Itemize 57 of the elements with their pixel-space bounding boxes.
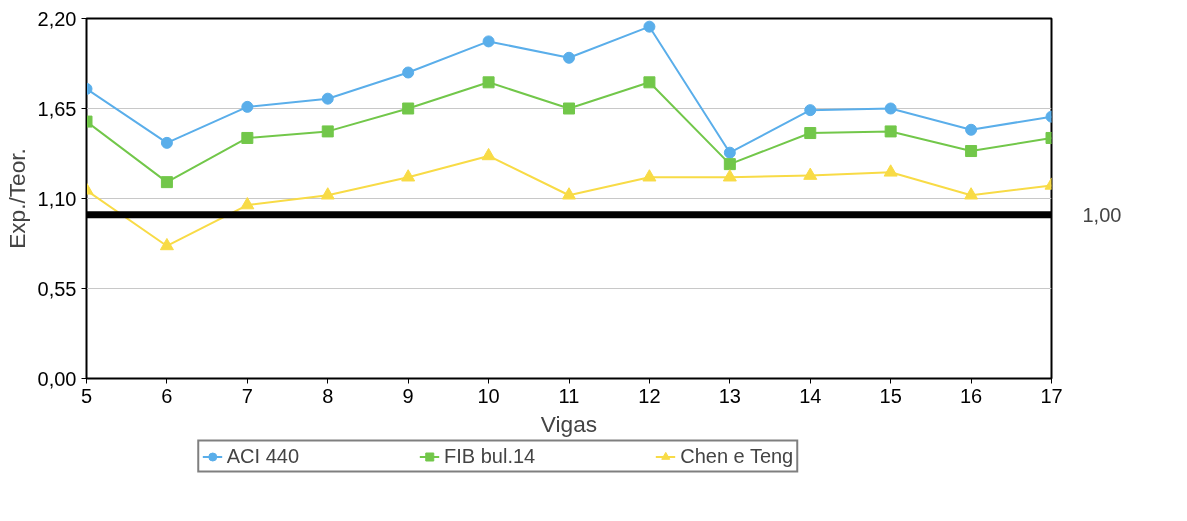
legend-label: FIB bul.14: [444, 444, 536, 468]
point: [562, 187, 576, 200]
y-tick-label: 1,65: [37, 97, 77, 120]
point: [321, 92, 334, 105]
point: [884, 125, 897, 138]
point: [642, 169, 657, 182]
point: [482, 35, 495, 48]
point: [481, 147, 496, 161]
x-tick-label: 17: [1040, 384, 1063, 407]
point: [402, 102, 415, 115]
point: [884, 102, 897, 115]
point: [159, 237, 174, 251]
y-tick-label: 2,20: [37, 7, 77, 30]
point: [723, 158, 736, 171]
legend-label: ACI 440: [226, 444, 300, 468]
y-tick-label: 1,10: [37, 187, 77, 210]
point: [240, 197, 255, 210]
x-tick-label: 12: [638, 384, 661, 407]
y-tick-label: 0,00: [37, 367, 77, 390]
point: [965, 145, 978, 158]
point: [241, 131, 254, 144]
x-tick-label: 16: [959, 384, 983, 407]
x-tick-label: 11: [558, 384, 580, 407]
x-tick-label: 8: [322, 384, 334, 407]
point: [804, 104, 817, 117]
point: [160, 176, 173, 189]
x-tick-label: 7: [241, 384, 253, 407]
point: [402, 66, 415, 79]
point: [965, 123, 978, 136]
point: [563, 102, 575, 115]
x-tick-label: 10: [477, 384, 500, 407]
point: [320, 187, 335, 200]
x-tick-label: 9: [402, 384, 414, 407]
point: [241, 100, 254, 113]
ref-line-label: 1,00: [1082, 203, 1122, 226]
point: [804, 127, 817, 140]
point: [563, 51, 575, 64]
x-tick-label: 6: [161, 384, 173, 407]
y-axis-title: Exp./Teor.: [3, 148, 30, 249]
point: [401, 169, 416, 182]
y-tick-label: 0,55: [37, 277, 77, 300]
x-tick-label: 13: [718, 384, 741, 407]
x-tick-label: 14: [799, 384, 822, 407]
point: [883, 164, 898, 177]
legend-label: Chen e Teng: [680, 444, 794, 468]
point: [643, 20, 656, 33]
point: [482, 76, 495, 89]
x-tick-label: 15: [879, 384, 902, 407]
point: [964, 187, 979, 200]
point: [643, 76, 656, 89]
x-axis-title: Vigas: [540, 410, 598, 437]
point: [723, 146, 736, 159]
point: [160, 136, 173, 149]
point: [321, 125, 334, 138]
x-tick-label: 5: [80, 384, 93, 407]
point: [803, 167, 818, 180]
point: [722, 169, 737, 182]
